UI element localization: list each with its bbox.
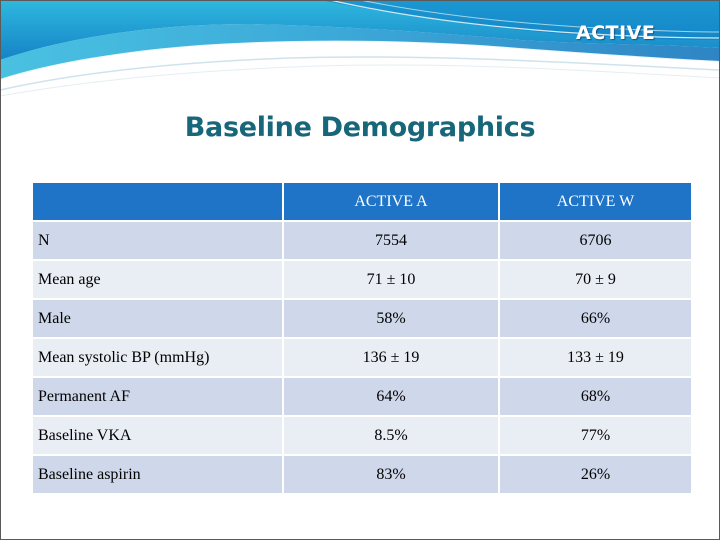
row-label: Baseline VKA	[31, 415, 284, 456]
column-header-label	[31, 181, 284, 222]
column-header-active-a: ACTIVE A	[282, 181, 500, 222]
active-w-value: 6706	[498, 220, 693, 261]
active-w-value: 133 ± 19	[498, 337, 693, 378]
row-label: Mean age	[31, 259, 284, 300]
active-w-value: 26%	[498, 454, 693, 495]
active-a-value: 136 ± 19	[282, 337, 500, 378]
active-a-value: 71 ± 10	[282, 259, 500, 300]
active-w-value: 77%	[498, 415, 693, 456]
demographics-table: ACTIVE A ACTIVE W N 7554 6706 Mean age 7…	[31, 181, 693, 495]
table-row: Mean age 71 ± 10 70 ± 9	[31, 259, 693, 300]
row-label: N	[31, 220, 284, 261]
active-a-value: 58%	[282, 298, 500, 339]
active-a-value: 7554	[282, 220, 500, 261]
row-label: Baseline aspirin	[31, 454, 284, 495]
active-w-value: 66%	[498, 298, 693, 339]
table-header-row: ACTIVE A ACTIVE W	[31, 181, 693, 222]
active-w-value: 68%	[498, 376, 693, 417]
brand-label: ACTIVE	[576, 22, 656, 44]
page-title: Baseline Demographics	[184, 112, 536, 143]
active-a-value: 8.5%	[282, 415, 500, 456]
active-w-value: 70 ± 9	[498, 259, 693, 300]
active-a-value: 83%	[282, 454, 500, 495]
column-header-active-w: ACTIVE W	[498, 181, 693, 222]
table-row: Mean systolic BP (mmHg) 136 ± 19 133 ± 1…	[31, 337, 693, 378]
table-row: Male 58% 66%	[31, 298, 693, 339]
active-a-value: 64%	[282, 376, 500, 417]
table-row: Permanent AF 64% 68%	[31, 376, 693, 417]
header-wave-graphic	[0, 0, 720, 110]
table-row: N 7554 6706	[31, 220, 693, 261]
row-label: Permanent AF	[31, 376, 284, 417]
row-label: Mean systolic BP (mmHg)	[31, 337, 284, 378]
table-row: Baseline VKA 8.5% 77%	[31, 415, 693, 456]
row-label: Male	[31, 298, 284, 339]
table-row: Baseline aspirin 83% 26%	[31, 454, 693, 495]
